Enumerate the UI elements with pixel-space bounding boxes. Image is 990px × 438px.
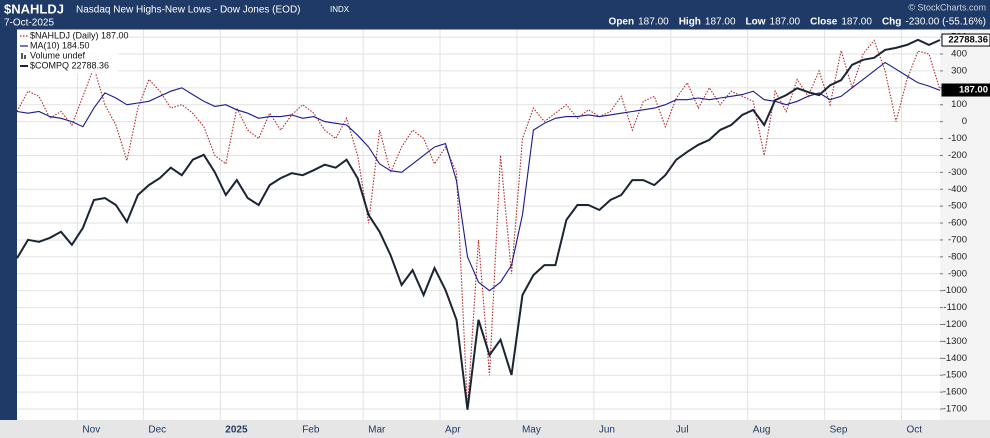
legend-label: MA(10) 184.50 bbox=[30, 40, 90, 50]
date: 7-Oct-2025 bbox=[4, 18, 54, 29]
x-tick-label: 2025 bbox=[225, 425, 248, 436]
y-tick-label: -900 bbox=[948, 268, 967, 279]
x-tick-label: Jun bbox=[599, 425, 615, 436]
symbol: $NAHLDJ bbox=[4, 1, 64, 16]
legend-label: $COMPQ 22788.36 bbox=[30, 60, 109, 70]
y-tick-label: 300 bbox=[951, 65, 967, 76]
y-tick-label: -1400 bbox=[943, 353, 967, 364]
last-value-box bbox=[941, 33, 990, 47]
y-tick-label: -200 bbox=[948, 150, 967, 161]
header: $NAHLDJ Nasdaq New Highs-New Lows - Dow … bbox=[4, 1, 986, 28]
y-tick-label: -400 bbox=[948, 184, 967, 195]
series-line bbox=[16, 38, 941, 410]
y-tick-label: -1300 bbox=[943, 336, 967, 347]
y-tick-label: 0 bbox=[962, 116, 967, 127]
y-tick-label: -1200 bbox=[943, 319, 967, 330]
series-line bbox=[16, 61, 941, 292]
y-tick-label: -1100 bbox=[943, 302, 967, 313]
legend-label: $NAHLDJ (Daily) 187.00 bbox=[30, 30, 129, 40]
x-tick-label: Sep bbox=[830, 425, 848, 436]
stat-label: Low bbox=[746, 17, 766, 28]
exchange: INDX bbox=[330, 5, 350, 14]
stat-value: 187.00 bbox=[705, 17, 736, 28]
legend-swatch bbox=[21, 53, 23, 59]
series-line bbox=[16, 39, 941, 410]
y-tick-label: -600 bbox=[948, 218, 967, 229]
last-value-label: 187.00 bbox=[959, 85, 988, 96]
last-value-label: 22788.36 bbox=[948, 35, 988, 46]
y-tick-label: -1000 bbox=[943, 285, 967, 296]
y-tick-label: -500 bbox=[948, 201, 967, 212]
y-tick-label: -700 bbox=[948, 234, 967, 245]
stat-value: -230.00 (-55.16%) bbox=[905, 17, 986, 28]
x-tick-label: Apr bbox=[445, 425, 461, 436]
x-tick-label: Nov bbox=[82, 425, 100, 436]
legend-box bbox=[18, 31, 118, 73]
stat-value: 187.00 bbox=[638, 17, 669, 28]
stats: -230.00 (-55.16%)Chg187.00Close187.00Low… bbox=[609, 17, 986, 28]
last-value-box bbox=[941, 83, 990, 97]
stat-label: Chg bbox=[882, 17, 901, 28]
x-tick-label: Dec bbox=[148, 425, 166, 436]
x-tick-label: May bbox=[522, 425, 541, 436]
x-tick-label: Aug bbox=[753, 425, 771, 436]
y-tick-label: 100 bbox=[951, 99, 967, 110]
y-tick-label: -1500 bbox=[943, 370, 967, 381]
stat-value: 187.00 bbox=[770, 17, 801, 28]
stat-label: Close bbox=[810, 17, 838, 28]
stat-label: High bbox=[679, 17, 701, 28]
legend-label: Volume undef bbox=[30, 50, 86, 60]
x-tick-label: Mar bbox=[368, 425, 386, 436]
y-tick-label: -800 bbox=[948, 251, 967, 262]
description: Nasdaq New Highs-New Lows - Dow Jones (E… bbox=[76, 5, 301, 16]
stat-value: 187.00 bbox=[841, 17, 872, 28]
grid bbox=[17, 29, 943, 420]
y-tick-label: 400 bbox=[951, 49, 967, 60]
y-tick-label: -100 bbox=[948, 133, 967, 144]
stat-label: Open bbox=[609, 17, 635, 28]
x-axis-band bbox=[0, 420, 990, 438]
y-tick-label: -300 bbox=[948, 167, 967, 178]
copyright: © StockCharts.com bbox=[908, 2, 986, 12]
x-tick-label: Feb bbox=[302, 425, 320, 436]
y-tick-label: -1700 bbox=[943, 404, 967, 415]
legend-swatch bbox=[24, 55, 26, 59]
lines bbox=[16, 38, 941, 410]
y-tick-label: -1600 bbox=[943, 387, 967, 398]
x-tick-label: Jul bbox=[676, 425, 689, 436]
x-tick-label: Oct bbox=[907, 425, 923, 436]
